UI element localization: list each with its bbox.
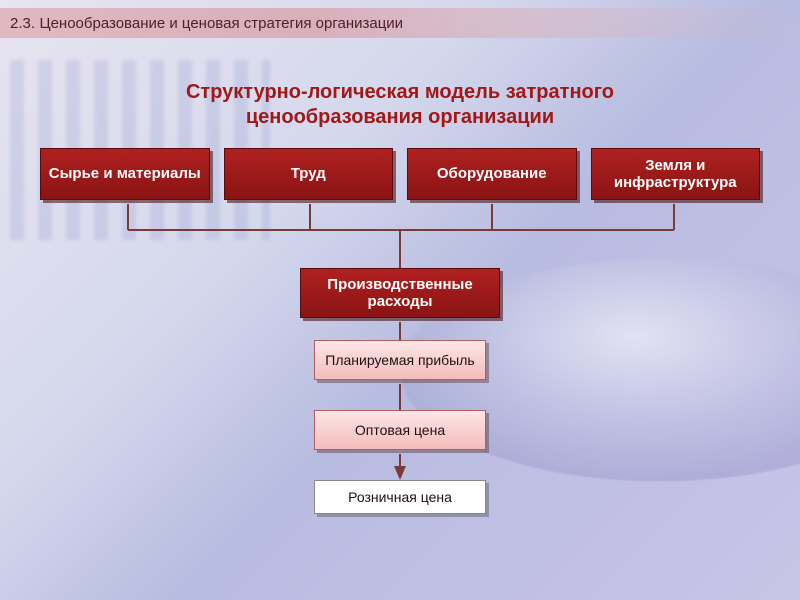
section-number: 2.3.	[10, 15, 35, 32]
node-production-cost: Производственные расходы	[300, 268, 500, 318]
node-raw-materials: Сырье и материалы	[40, 148, 210, 200]
node-land-infra: Земля и инфраструктура	[591, 148, 761, 200]
diagram-title: Структурно-логическая модель затратного …	[0, 80, 800, 130]
node-wholesale-price: Оптовая цена	[314, 410, 486, 450]
node-planned-profit: Планируемая прибыль	[314, 340, 486, 380]
inputs-row: Сырье и материалы Труд Оборудование Земл…	[40, 148, 760, 200]
title-line-2: ценообразования организации	[60, 105, 740, 130]
slide-header: 2.3. Ценообразование и ценовая стратегия…	[0, 8, 800, 38]
node-retail-price: Розничная цена	[314, 480, 486, 514]
node-labor: Труд	[224, 148, 394, 200]
node-equipment: Оборудование	[407, 148, 577, 200]
section-title: Ценообразование и ценовая стратегия орга…	[39, 15, 403, 32]
title-line-1: Структурно-логическая модель затратного	[60, 80, 740, 105]
